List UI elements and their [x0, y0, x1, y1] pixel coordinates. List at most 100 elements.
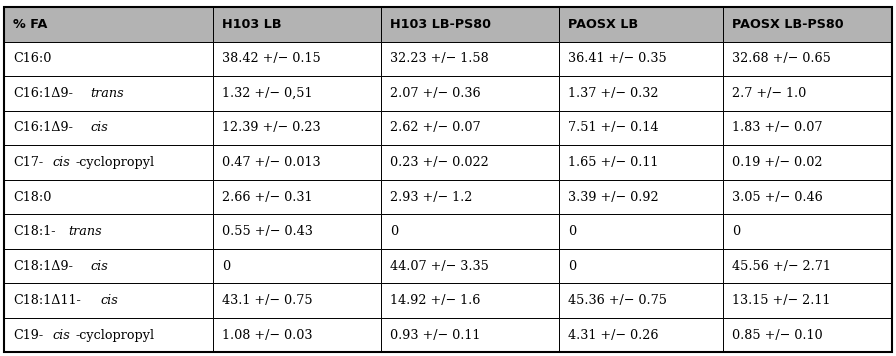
Bar	[213, 145, 382, 180]
Bar	[723, 283, 892, 318]
Text: 0.85 +/− 0.10: 0.85 +/− 0.10	[732, 329, 823, 342]
Bar	[723, 214, 892, 249]
Text: trans: trans	[90, 87, 125, 100]
Bar	[559, 214, 723, 249]
Text: 0.47 +/− 0.013: 0.47 +/− 0.013	[222, 156, 321, 169]
Text: 43.1 +/− 0.75: 43.1 +/− 0.75	[222, 294, 313, 307]
Bar	[213, 7, 382, 42]
Bar	[213, 214, 382, 249]
Bar	[382, 111, 559, 145]
Bar	[4, 111, 213, 145]
Text: 2.93 +/− 1.2: 2.93 +/− 1.2	[391, 190, 473, 204]
Bar	[4, 214, 213, 249]
Bar	[382, 180, 559, 214]
Bar	[559, 180, 723, 214]
Bar	[382, 7, 559, 42]
Bar	[4, 7, 213, 42]
Bar	[4, 283, 213, 318]
Bar	[213, 111, 382, 145]
Text: 1.83 +/− 0.07: 1.83 +/− 0.07	[732, 121, 823, 135]
Text: C16:1Δ9-: C16:1Δ9-	[13, 87, 73, 100]
Bar	[382, 214, 559, 249]
Bar	[723, 318, 892, 352]
Text: 1.08 +/− 0.03: 1.08 +/− 0.03	[222, 329, 313, 342]
Bar	[559, 42, 723, 76]
Bar	[559, 76, 723, 111]
Text: 3.05 +/− 0.46: 3.05 +/− 0.46	[732, 190, 823, 204]
Bar	[723, 76, 892, 111]
Bar	[213, 76, 382, 111]
Text: C18:1Δ11-: C18:1Δ11-	[13, 294, 82, 307]
Text: cis: cis	[90, 121, 108, 135]
Text: C19-: C19-	[13, 329, 44, 342]
Text: H103 LB: H103 LB	[222, 18, 281, 31]
Text: 38.42 +/− 0.15: 38.42 +/− 0.15	[222, 52, 321, 66]
Text: cis: cis	[52, 156, 70, 169]
Bar	[382, 42, 559, 76]
Text: C17-: C17-	[13, 156, 44, 169]
Bar	[382, 283, 559, 318]
Bar	[382, 249, 559, 283]
Bar	[559, 111, 723, 145]
Text: 1.65 +/− 0.11: 1.65 +/− 0.11	[568, 156, 659, 169]
Text: 0: 0	[222, 260, 230, 273]
Bar	[4, 249, 213, 283]
Text: 0.93 +/− 0.11: 0.93 +/− 0.11	[391, 329, 481, 342]
Bar	[4, 318, 213, 352]
Text: H103 LB-PS80: H103 LB-PS80	[391, 18, 491, 31]
Text: 0.19 +/− 0.02: 0.19 +/− 0.02	[732, 156, 823, 169]
Bar	[723, 7, 892, 42]
Text: cis: cis	[52, 329, 70, 342]
Text: 3.39 +/− 0.92: 3.39 +/− 0.92	[568, 190, 659, 204]
Text: cis: cis	[101, 294, 118, 307]
Text: trans: trans	[68, 225, 102, 238]
Text: 36.41 +/− 0.35: 36.41 +/− 0.35	[568, 52, 667, 66]
Text: 0: 0	[391, 225, 399, 238]
Text: C18:0: C18:0	[13, 190, 52, 204]
Bar	[723, 180, 892, 214]
Text: 32.68 +/− 0.65: 32.68 +/− 0.65	[732, 52, 831, 66]
Text: 7.51 +/− 0.14: 7.51 +/− 0.14	[568, 121, 659, 135]
Bar	[559, 283, 723, 318]
Text: PAOSX LB: PAOSX LB	[568, 18, 638, 31]
Bar	[559, 7, 723, 42]
Text: 1.32 +/− 0,51: 1.32 +/− 0,51	[222, 87, 313, 100]
Text: C16:1Δ9-: C16:1Δ9-	[13, 121, 73, 135]
Bar	[559, 318, 723, 352]
Text: 0: 0	[568, 225, 576, 238]
Bar	[723, 145, 892, 180]
Text: 0: 0	[732, 225, 740, 238]
Bar	[213, 318, 382, 352]
Bar	[4, 145, 213, 180]
Text: C16:0: C16:0	[13, 52, 52, 66]
Text: 0.55 +/− 0.43: 0.55 +/− 0.43	[222, 225, 313, 238]
Text: -cyclopropyl: -cyclopropyl	[75, 329, 154, 342]
Bar	[4, 180, 213, 214]
Text: 4.31 +/− 0.26: 4.31 +/− 0.26	[568, 329, 659, 342]
Text: cis: cis	[90, 260, 108, 273]
Bar	[213, 180, 382, 214]
Text: 32.23 +/− 1.58: 32.23 +/− 1.58	[391, 52, 489, 66]
Text: % FA: % FA	[13, 18, 47, 31]
Bar	[4, 42, 213, 76]
Text: 14.92 +/− 1.6: 14.92 +/− 1.6	[391, 294, 481, 307]
Bar	[382, 318, 559, 352]
Text: 2.66 +/− 0.31: 2.66 +/− 0.31	[222, 190, 313, 204]
Text: C18:1Δ9-: C18:1Δ9-	[13, 260, 73, 273]
Text: -cyclopropyl: -cyclopropyl	[75, 156, 154, 169]
Text: 45.56 +/− 2.71: 45.56 +/− 2.71	[732, 260, 831, 273]
Bar	[382, 76, 559, 111]
Bar	[723, 111, 892, 145]
Text: 44.07 +/− 3.35: 44.07 +/− 3.35	[391, 260, 489, 273]
Text: C18:1-: C18:1-	[13, 225, 56, 238]
Text: 13.15 +/− 2.11: 13.15 +/− 2.11	[732, 294, 831, 307]
Bar	[213, 283, 382, 318]
Bar	[723, 249, 892, 283]
Text: 45.36 +/− 0.75: 45.36 +/− 0.75	[568, 294, 667, 307]
Text: 0.23 +/− 0.022: 0.23 +/− 0.022	[391, 156, 489, 169]
Bar	[723, 42, 892, 76]
Bar	[559, 145, 723, 180]
Text: PAOSX LB-PS80: PAOSX LB-PS80	[732, 18, 843, 31]
Text: 2.07 +/− 0.36: 2.07 +/− 0.36	[391, 87, 481, 100]
Bar	[213, 42, 382, 76]
